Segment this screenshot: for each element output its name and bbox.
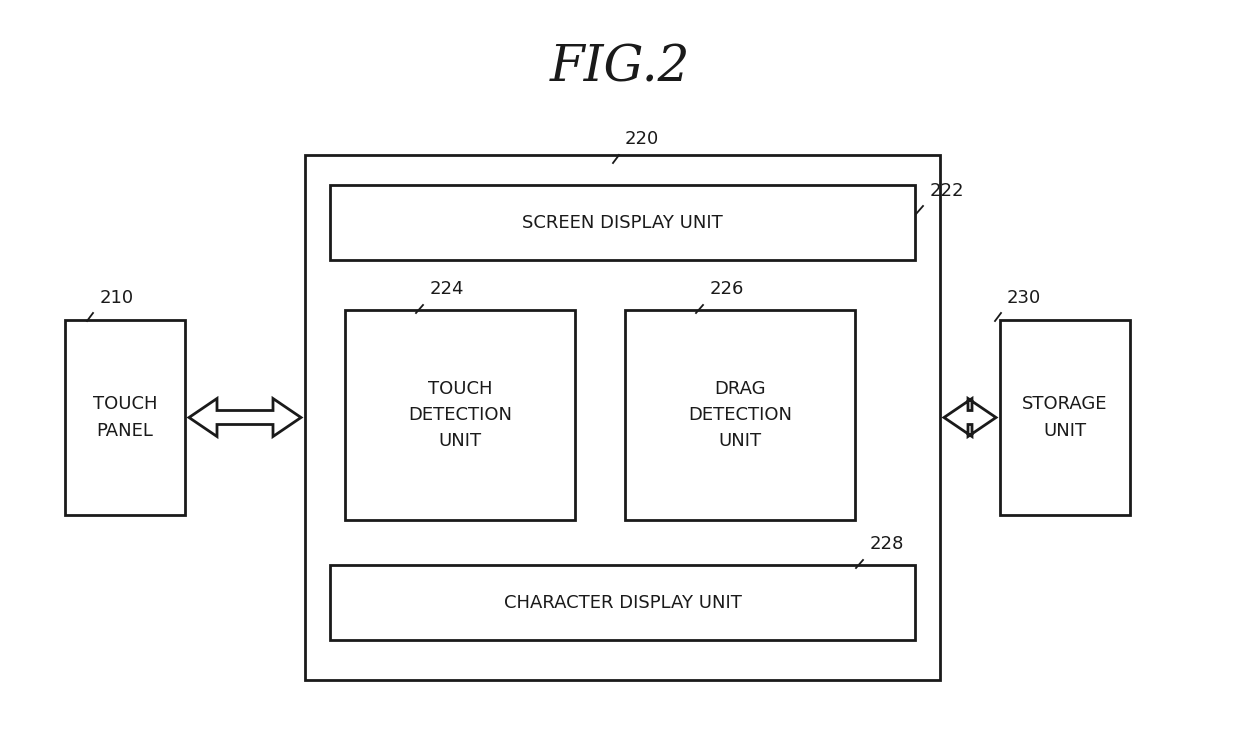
Text: TOUCH
DETECTION
UNIT: TOUCH DETECTION UNIT bbox=[408, 379, 512, 451]
Polygon shape bbox=[188, 398, 301, 437]
Text: 222: 222 bbox=[930, 182, 965, 200]
Polygon shape bbox=[944, 398, 996, 437]
Text: SCREEN DISPLAY UNIT: SCREEN DISPLAY UNIT bbox=[522, 213, 723, 232]
Bar bbox=[330, 565, 915, 640]
Text: STORAGE
UNIT: STORAGE UNIT bbox=[1022, 395, 1107, 440]
Bar bbox=[345, 310, 575, 520]
Bar bbox=[999, 320, 1130, 515]
Text: 210: 210 bbox=[100, 289, 134, 307]
Text: 230: 230 bbox=[1007, 289, 1042, 307]
Text: 228: 228 bbox=[870, 535, 904, 553]
Text: DRAG
DETECTION
UNIT: DRAG DETECTION UNIT bbox=[688, 379, 792, 451]
Text: 220: 220 bbox=[625, 130, 660, 148]
Bar bbox=[625, 310, 856, 520]
Bar bbox=[64, 320, 185, 515]
Text: TOUCH
PANEL: TOUCH PANEL bbox=[93, 395, 157, 440]
Text: 226: 226 bbox=[711, 280, 744, 298]
Bar bbox=[305, 155, 940, 680]
Text: 224: 224 bbox=[430, 280, 465, 298]
Text: CHARACTER DISPLAY UNIT: CHARACTER DISPLAY UNIT bbox=[503, 593, 742, 612]
Text: FIG.2: FIG.2 bbox=[549, 43, 691, 93]
Bar bbox=[330, 185, 915, 260]
